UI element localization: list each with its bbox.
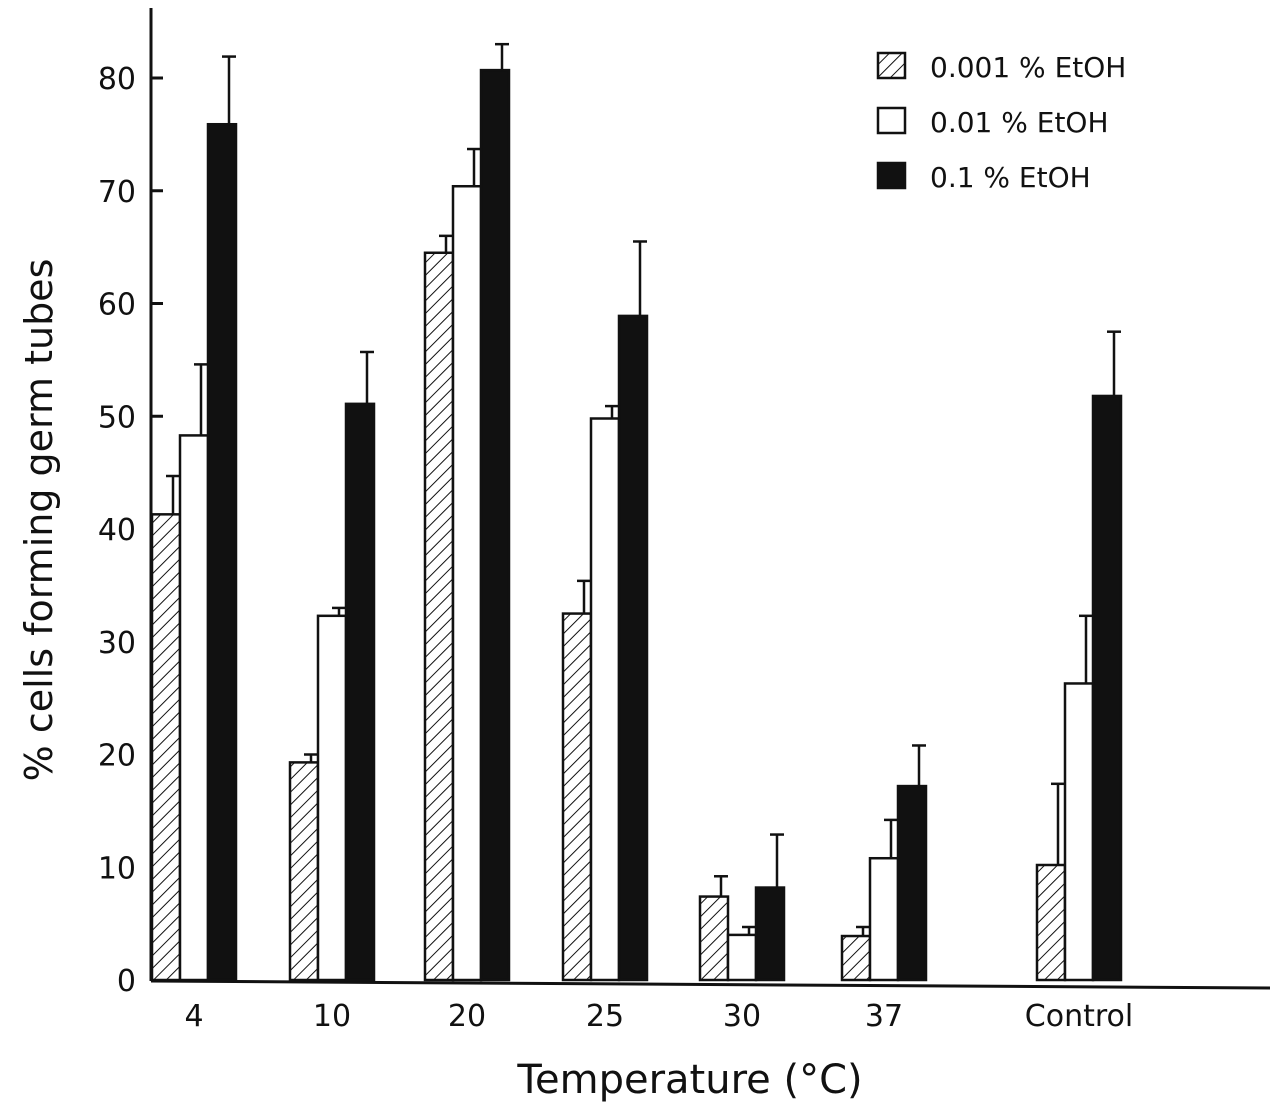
x-tick-label: 10 [313,999,351,1034]
bar-solid-30 [754,886,786,982]
x-tick-label: 4 [184,999,203,1034]
x-tick-label: 20 [448,999,486,1034]
x-tick-label: 37 [865,999,903,1034]
y-tick-label: 50 [98,400,136,435]
bar-open-30 [726,933,758,982]
bar-solid-10 [344,402,376,982]
y-tick-label: 60 [98,288,136,323]
bar-hatched-4 [150,513,182,982]
bar-hatched-Control [1035,863,1067,982]
y-tick-label: 80 [98,62,136,97]
bar-solid-25 [617,314,649,982]
bar-open-37 [868,856,900,982]
legend-label: 0.001 % EtOH [930,51,1126,84]
bar-open-Control [1063,682,1095,982]
bar-hatched-25 [561,612,593,982]
bar-open-4 [178,434,210,982]
x-tick-label: 30 [723,999,761,1034]
y-tick-label: 40 [98,513,136,548]
legend-swatch-solid [876,161,907,190]
legend-swatch-hatched [876,51,907,80]
x-tick-label: Control [1025,999,1133,1034]
y-tick-label: 30 [98,626,136,661]
y-tick-label: 70 [98,175,136,210]
bar-open-25 [589,417,621,982]
legend-label: 0.1 % EtOH [930,161,1091,194]
bar-hatched-10 [288,761,320,982]
bar-solid-4 [206,122,238,982]
chart-legend: 0.001 % EtOH 0.01 % EtOH 0.1 % EtOH [876,51,1126,194]
bar-solid-37 [896,784,928,982]
bar-solid-Control [1091,394,1123,982]
bar-open-20 [451,184,483,982]
x-axis-title: Temperature (°C) [516,1057,862,1103]
bar-open-10 [316,614,348,982]
legend-swatch-open [876,106,907,135]
y-tick-label: 10 [98,851,136,886]
y-axis-title: % cells forming germ tubes [17,259,61,782]
y-tick-label: 20 [98,739,136,774]
bar-hatched-37 [840,934,872,982]
bar-solid-20 [479,68,511,982]
x-axis-line [150,979,1271,990]
bar-hatched-30 [698,895,730,982]
x-axis-tick-labels: 4 10 20 25 30 37 Control [184,999,1133,1034]
bar-hatched-20 [423,251,455,982]
legend-label: 0.01 % EtOH [930,106,1109,139]
x-tick-label: 25 [586,999,624,1034]
bar-series [150,42,1123,982]
y-tick-label: 0 [117,964,136,999]
y-axis-ticks: 0 10 20 30 40 50 60 70 80 [98,62,163,999]
